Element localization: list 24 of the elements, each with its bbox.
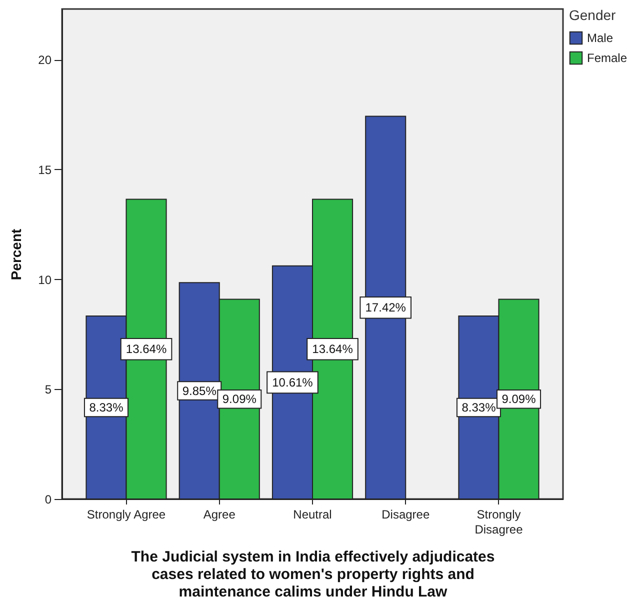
data-label: 9.09% bbox=[502, 392, 536, 406]
y-tick-label: 5 bbox=[44, 382, 52, 397]
x-axis-title: The Judicial system in India effectively adjudicates cases related to women's property rights and maintenance calims under Hindu Law bbox=[131, 548, 495, 600]
data-label: 9.09% bbox=[222, 392, 257, 406]
y-axis-title: Percent bbox=[8, 228, 24, 280]
data-label: 13.64% bbox=[126, 342, 167, 356]
data-label: 9.85% bbox=[182, 384, 217, 398]
y-tick-label: 15 bbox=[38, 162, 52, 177]
y-tick-label: 20 bbox=[38, 53, 52, 68]
y-tick-label: 10 bbox=[38, 272, 52, 287]
x-tick-label: Disagree bbox=[382, 508, 430, 522]
data-label: 10.61% bbox=[272, 375, 314, 390]
x-tick-label: Strongly Disagree bbox=[474, 508, 524, 536]
x-tick-label: Strongly Agree bbox=[86, 508, 166, 522]
data-label: 17.42% bbox=[365, 300, 406, 315]
x-tick-label: Agree bbox=[203, 508, 236, 522]
data-label: 8.33% bbox=[89, 400, 124, 414]
data-label: 8.33% bbox=[462, 400, 496, 414]
data-label: 13.64% bbox=[312, 342, 354, 356]
legend-label: Male bbox=[587, 31, 614, 45]
legend-label: Female bbox=[587, 51, 628, 65]
x-tick-label: Neutral bbox=[293, 508, 332, 522]
legend-title: Gender bbox=[569, 7, 616, 23]
y-tick-label: 0 bbox=[44, 492, 52, 506]
